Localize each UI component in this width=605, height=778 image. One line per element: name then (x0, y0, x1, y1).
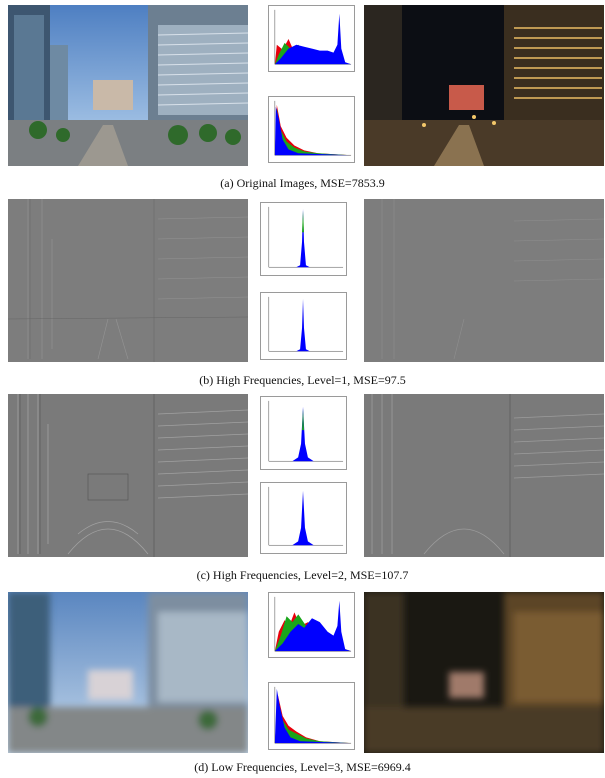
night-photo (364, 5, 604, 166)
day-photo (8, 5, 248, 166)
caption-row-b: (b) High Frequencies, Level=1, MSE=97.5 (199, 373, 406, 387)
night-high-freq-level2 (364, 394, 604, 557)
night-high-freq-level1 (364, 199, 604, 362)
histogram-day-low3 (268, 592, 355, 658)
histogram-night-high1 (260, 292, 347, 360)
caption-row-d: (d) Low Frequencies, Level=3, MSE=6969.4 (194, 760, 411, 774)
caption-row-c: (c) High Frequencies, Level=2, MSE=107.7 (196, 568, 409, 582)
histogram-night-low3 (268, 682, 355, 750)
row-original: (a) Original Images, MSE=7853.9 (0, 0, 605, 196)
histogram-day-high2 (260, 396, 347, 470)
row-low-level3: (d) Low Frequencies, Level=3, MSE=6969.4 (0, 588, 605, 778)
day-high-freq-level2 (8, 394, 248, 557)
histogram-night-high2 (260, 482, 347, 554)
row-high-level2: (c) High Frequencies, Level=2, MSE=107.7 (0, 392, 605, 588)
night-city-image (364, 5, 604, 166)
row-high-level1: (b) High Frequencies, Level=1, MSE=97.5 (0, 196, 605, 392)
day-low-freq-level3 (8, 592, 248, 753)
day-city-image (8, 5, 248, 166)
caption-row-a: (a) Original Images, MSE=7853.9 (220, 176, 385, 190)
day-high-freq-level1 (8, 199, 248, 362)
night-low-freq-level3 (364, 592, 604, 753)
histogram-day-original (268, 5, 355, 72)
histogram-day-high1 (260, 202, 347, 276)
histogram-night-original (268, 96, 355, 163)
